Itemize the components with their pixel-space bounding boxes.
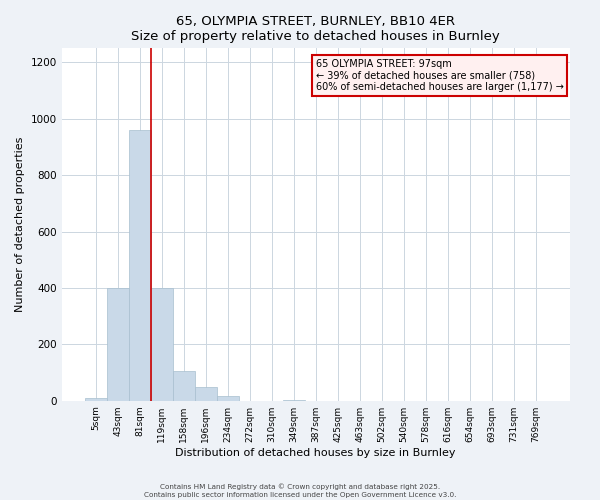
Bar (151, 288, 173, 401)
X-axis label: Distribution of detached houses by size in Burnley: Distribution of detached houses by size … (175, 448, 456, 458)
Bar (173, 371, 195, 400)
Title: 65, OLYMPIA STREET, BURNLEY, BB10 4ER
Size of property relative to detached hous: 65, OLYMPIA STREET, BURNLEY, BB10 4ER Si… (131, 15, 500, 43)
Text: 65 OLYMPIA STREET: 97sqm
← 39% of detached houses are smaller (758)
60% of semi-: 65 OLYMPIA STREET: 97sqm ← 39% of detach… (316, 59, 563, 92)
Y-axis label: Number of detached properties: Number of detached properties (15, 137, 25, 312)
Text: Contains HM Land Registry data © Crown copyright and database right 2025.
Contai: Contains HM Land Registry data © Crown c… (144, 484, 456, 498)
Bar (107, 288, 129, 401)
Bar (85, 398, 107, 400)
Bar (129, 130, 151, 400)
Bar (195, 386, 217, 400)
Bar (217, 396, 239, 400)
